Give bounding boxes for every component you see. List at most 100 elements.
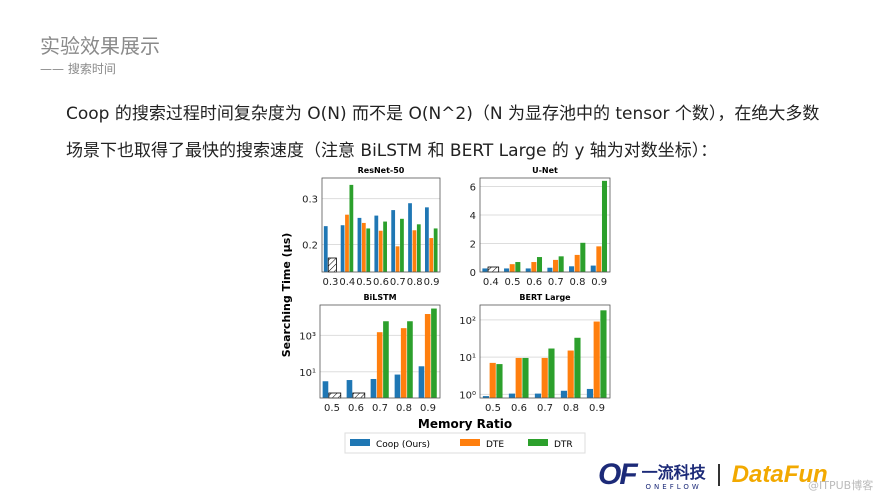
subplot-title: ResNet-50 (358, 166, 405, 175)
slide-title: 实验效果展示 (40, 34, 160, 58)
bar-dtr (349, 184, 354, 272)
bar-coop-ours- (569, 266, 575, 272)
bar-coop-ours- (323, 226, 328, 272)
legend-swatch (528, 439, 548, 446)
bar-dtr (366, 228, 371, 272)
bar-coop-ours- (508, 393, 516, 398)
bar-coop-ours- (370, 378, 377, 398)
y-tick-label: 10¹ (459, 353, 476, 364)
x-tick-label: 0.5 (485, 403, 501, 414)
bar-coop-ours- (424, 207, 429, 272)
bar-dtr (522, 357, 529, 398)
y-tick-label: 10⁰ (459, 390, 476, 401)
bar-dtr (407, 321, 413, 398)
bar-dtr (400, 218, 404, 272)
y-tick-label: 10³ (299, 331, 316, 342)
bar-dte (489, 362, 496, 398)
subplot-title: BERT Large (519, 293, 571, 302)
x-tick-label: 0.8 (396, 403, 412, 414)
bar-coop-ours- (374, 215, 379, 272)
bar-dte (395, 246, 400, 272)
x-tick-label: 0.4 (339, 277, 355, 288)
bar-dtr (515, 262, 521, 272)
y-tick-label: 0 (470, 268, 476, 279)
y-axis-label: Searching Time (μs) (280, 233, 293, 358)
slide-paragraph: Coop 的搜索过程时间复杂度为 O(N) 而不是 O(N^2)（N 为显存池中… (66, 104, 820, 161)
bar-dtr (601, 180, 608, 272)
bar-dtr (580, 242, 586, 272)
x-tick-label: 0.8 (407, 277, 423, 288)
x-tick-label: 0.6 (511, 403, 527, 414)
x-tick-label: 0.7 (548, 277, 564, 288)
searching-time-chart: ResNet-500.20.30.3 0.4 0.5 0.6 0.7 0.8 0.9U-Ne… (280, 166, 611, 454)
bar-coop-ours- (590, 265, 596, 272)
legend-label: Coop (Ours) (376, 440, 430, 450)
bar-dtr (548, 348, 555, 398)
bar-coop-ours- (346, 380, 353, 398)
datafun-logo: DataFun (731, 461, 828, 488)
x-tick-label: 0.6 (348, 403, 364, 414)
subplot-title: BiLSTM (363, 293, 396, 302)
bar-coop-ours- (394, 374, 401, 398)
bar-dte (509, 264, 515, 272)
bar-coop-ours- (391, 210, 396, 272)
bar-coop-ours- (504, 268, 510, 272)
subplot-title: U-Net (532, 166, 558, 175)
x-tick-label: 0.7 (390, 277, 406, 288)
legend-label: DTR (554, 440, 573, 450)
bar-coop-ours- (482, 396, 490, 398)
bar-dte (361, 222, 366, 272)
bar-dtr (416, 224, 421, 272)
bar-dtr (383, 221, 387, 272)
bar-coop-ours- (357, 217, 362, 272)
legend-label: DTE (486, 440, 504, 450)
y-tick-label: 0.2 (302, 240, 318, 251)
oneflow-en-name: ONEFLOW (645, 483, 702, 491)
bar-dtr (536, 257, 543, 272)
bar-coop-ours- (534, 393, 542, 398)
x-tick-label: 0.5 (505, 277, 521, 288)
bar-coop-ours- (418, 366, 425, 398)
bar-coop-ours- (586, 388, 594, 398)
x-tick-label: 0.5 (356, 277, 372, 288)
oneflow-mark: OF (598, 458, 638, 491)
y-tick-label: 4 (470, 211, 476, 222)
bar-coop-ours- (560, 390, 568, 398)
bar-dte (345, 214, 349, 272)
bar-dte (515, 357, 522, 398)
x-tick-label: 0.9 (589, 403, 605, 414)
legend-swatch (460, 439, 480, 446)
bar-dtr (600, 310, 607, 398)
bar-coop-ours- (322, 381, 329, 398)
bar-dte (429, 238, 434, 272)
x-tick-label: 0.7 (537, 403, 553, 414)
bar-dtr (431, 308, 437, 398)
bar-dte (567, 350, 574, 398)
bar-dte (400, 328, 407, 398)
legend-swatch (350, 439, 370, 446)
bar-coop-ours- (525, 268, 531, 272)
failed-bar-hatched (328, 392, 342, 399)
x-tick-label: 0.9 (591, 277, 607, 288)
logo-divider (717, 464, 720, 486)
y-tick-label: 0.3 (302, 195, 318, 206)
failed-bar-hatched (487, 266, 500, 273)
bar-dte (541, 357, 548, 398)
bar-dte (424, 314, 431, 398)
bar-dtr (383, 321, 389, 398)
bar-dtr (574, 337, 581, 398)
x-tick-label: 0.6 (373, 277, 389, 288)
bar-coop-ours- (340, 225, 345, 272)
bar-dte (378, 230, 383, 272)
bar-coop-ours- (408, 203, 412, 272)
bar-dte (376, 332, 383, 398)
x-tick-label: 0.9 (424, 277, 440, 288)
x-axis-label: Memory Ratio (418, 417, 512, 431)
y-tick-label: 6 (470, 183, 476, 194)
bar-dtr (496, 364, 503, 398)
x-tick-label: 0.8 (570, 277, 586, 288)
y-tick-label: 10² (459, 316, 476, 327)
failed-bar-hatched (327, 257, 337, 273)
x-tick-label: 0.3 (322, 277, 338, 288)
bar-dte (412, 230, 417, 272)
